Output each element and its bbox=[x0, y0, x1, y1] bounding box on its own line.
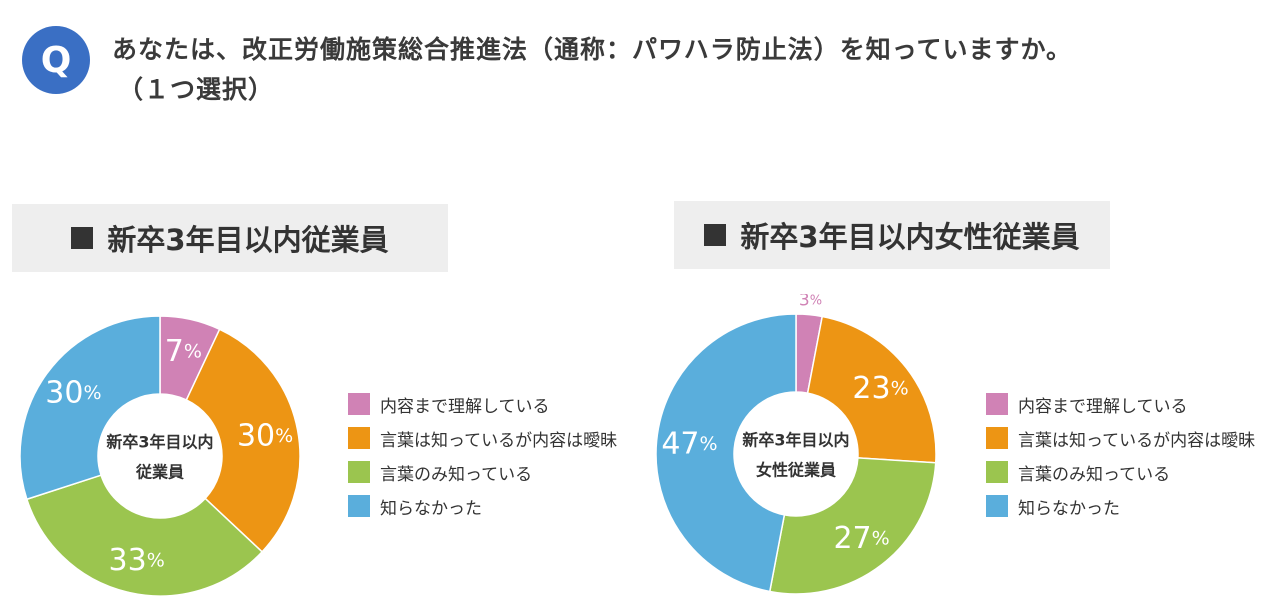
legend-label: 内容まで理解している bbox=[1018, 396, 1188, 417]
legend-item: 言葉は知っているが内容は曖昧 bbox=[986, 421, 1255, 455]
donut-chart-left: 7%30%33%30%新卒3年目以内従業員 bbox=[19, 315, 301, 597]
square-bullet-icon bbox=[704, 224, 727, 246]
legend-item: 言葉のみ知っている bbox=[986, 455, 1255, 489]
panel-title-left: 新卒3年目以内従業員 bbox=[107, 223, 389, 257]
donut-center-label: 従業員 bbox=[135, 463, 184, 482]
legend-item: 言葉は知っているが内容は曖昧 bbox=[348, 421, 617, 455]
legend-item: 知らなかった bbox=[986, 489, 1255, 523]
legend-label: 言葉は知っているが内容は曖昧 bbox=[1018, 430, 1256, 451]
legend-swatch bbox=[348, 495, 370, 517]
legend-item: 知らなかった bbox=[348, 489, 617, 523]
question-line-1: あなたは、改正労働施策総合推進法（通称：パワハラ防止法）を知っていますか。 bbox=[112, 35, 1073, 64]
donut-slice bbox=[19, 315, 161, 501]
legend-item: 内容まで理解している bbox=[986, 387, 1255, 421]
question-line-2: （１つ選択） bbox=[118, 75, 275, 104]
square-bullet-icon bbox=[71, 227, 94, 249]
legend-left: 内容まで理解している 言葉は知っているが内容は曖昧 言葉のみ知っている 知らなか… bbox=[348, 387, 617, 523]
legend-swatch bbox=[986, 393, 1008, 415]
legend-swatch bbox=[348, 393, 370, 415]
donut-center-label: 新卒3年目以内 bbox=[742, 431, 849, 450]
panel-header-left: 新卒3年目以内従業員 bbox=[12, 204, 448, 272]
legend-swatch bbox=[348, 427, 370, 449]
legend-swatch bbox=[986, 427, 1008, 449]
donut-hole bbox=[99, 395, 221, 517]
legend-label: 知らなかった bbox=[1018, 498, 1120, 519]
donut-slice bbox=[806, 315, 937, 464]
donut-slice bbox=[25, 474, 264, 597]
panel-title-right: 新卒3年目以内女性従業員 bbox=[740, 220, 1080, 254]
donut-slice bbox=[768, 457, 937, 595]
legend-label: 言葉のみ知っている bbox=[380, 464, 533, 485]
donut-hole bbox=[735, 393, 857, 515]
legend-swatch bbox=[986, 495, 1008, 517]
legend-swatch bbox=[348, 461, 370, 483]
panel-header-right: 新卒3年目以内女性従業員 bbox=[674, 201, 1110, 269]
legend-item: 言葉のみ知っている bbox=[348, 455, 617, 489]
legend-label: 言葉のみ知っている bbox=[1018, 464, 1171, 485]
donut-chart-right: 3%23%27%47% 新卒3年目以内女性従業員 bbox=[655, 294, 937, 595]
donut-center-label: 女性従業員 bbox=[756, 461, 836, 480]
legend-swatch bbox=[986, 461, 1008, 483]
donut-slice bbox=[655, 313, 797, 593]
question-text: あなたは、改正労働施策総合推進法（通称：パワハラ防止法）を知っていますか。 （１… bbox=[112, 30, 1072, 110]
legend-label: 言葉は知っているが内容は曖昧 bbox=[380, 430, 618, 451]
donut-slice bbox=[185, 328, 301, 553]
legend-right: 内容まで理解している 言葉は知っているが内容は曖昧 言葉のみ知っている 知らなか… bbox=[986, 387, 1255, 523]
legend-label: 内容まで理解している bbox=[380, 396, 550, 417]
legend-item: 内容まで理解している bbox=[348, 387, 617, 421]
slice-value-label: 3% bbox=[799, 294, 822, 311]
legend-label: 知らなかった bbox=[380, 498, 482, 519]
donut-center-label: 新卒3年目以内 bbox=[106, 433, 213, 452]
question-badge: Q bbox=[22, 26, 90, 94]
